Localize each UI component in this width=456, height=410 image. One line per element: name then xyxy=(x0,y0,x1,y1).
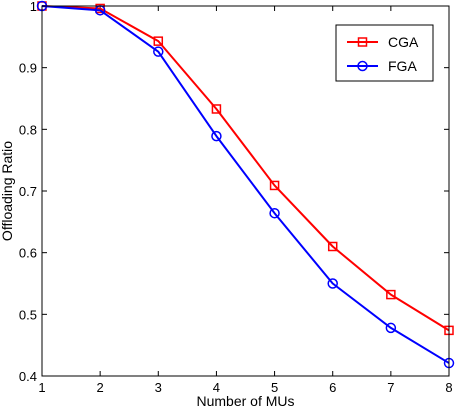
legend-marker-fga xyxy=(357,60,368,72)
point-cga xyxy=(386,289,396,300)
legend: CGA FGA xyxy=(335,24,434,82)
legend-label-fga: FGA xyxy=(388,58,417,74)
point-fga xyxy=(327,278,338,289)
series-line-fga xyxy=(41,5,450,364)
point-fga xyxy=(269,207,280,219)
x-tick-label: 5 xyxy=(271,380,278,395)
point-cga xyxy=(211,104,222,114)
x-tick-label: 3 xyxy=(155,380,162,395)
x-axis-label: Number of MUs xyxy=(196,393,294,409)
y-tick-label: 1 xyxy=(30,0,37,14)
point-cga xyxy=(269,180,280,191)
point-cga xyxy=(327,241,338,252)
legend-box xyxy=(335,24,434,82)
x-tick-label: 4 xyxy=(213,380,220,395)
x-tick-label: 6 xyxy=(329,380,336,395)
x-tick-label: 8 xyxy=(445,380,452,395)
y-tick-label: 0.7 xyxy=(19,184,37,199)
point-fga xyxy=(385,322,397,334)
y-tick-label: 0.6 xyxy=(19,246,37,261)
y-tick-label: 0.5 xyxy=(19,307,37,322)
series-layer xyxy=(36,0,455,369)
series-line-cga xyxy=(41,5,450,332)
x-tick-label: 2 xyxy=(97,380,104,395)
x-tick-label: 1 xyxy=(38,380,45,395)
point-fga xyxy=(211,130,222,142)
y-tick-label: 0.9 xyxy=(19,61,37,76)
point-fga xyxy=(153,46,164,57)
y-tick-label: 0.4 xyxy=(19,369,37,384)
legend-marker-cga xyxy=(357,37,368,47)
point-cga xyxy=(153,36,164,46)
x-tick-label: 7 xyxy=(387,380,394,395)
y-axis-label: Offloading Ratio xyxy=(0,141,15,241)
y-tick-label: 0.8 xyxy=(19,122,37,137)
plot-frame xyxy=(41,5,450,377)
legend-label-cga: CGA xyxy=(388,34,419,50)
